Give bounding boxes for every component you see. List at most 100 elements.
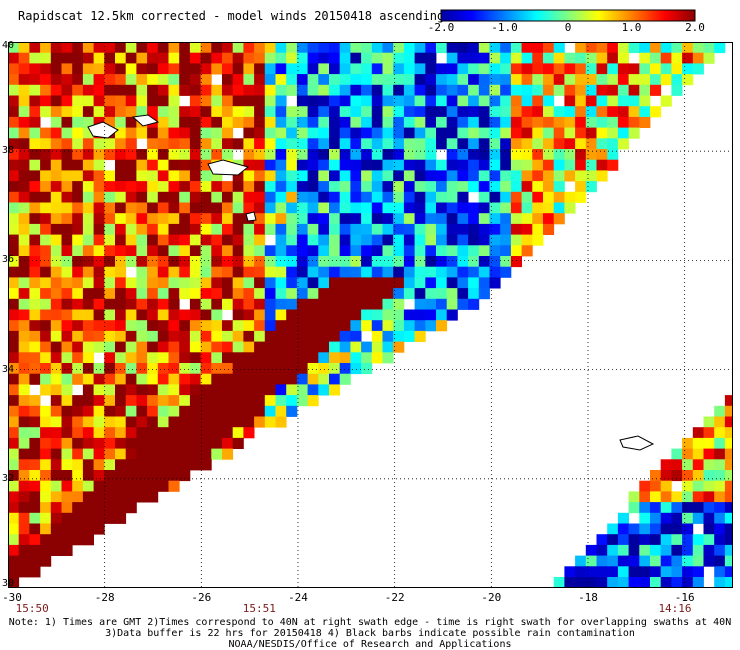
wind-cell	[660, 52, 672, 64]
wind-cell	[104, 84, 116, 96]
wind-cell	[222, 395, 234, 407]
wind-cell	[147, 309, 159, 321]
wind-cell	[61, 427, 73, 439]
wind-cell	[222, 427, 234, 439]
wind-cell	[104, 437, 116, 449]
wind-cell	[189, 373, 201, 385]
wind-cell	[179, 74, 191, 86]
wind-cell	[714, 437, 726, 449]
wind-cell	[168, 427, 180, 439]
wind-cell	[8, 127, 20, 139]
wind-cell	[18, 74, 30, 86]
wind-cell	[425, 234, 437, 246]
wind-cell	[157, 191, 169, 203]
wind-cell	[478, 234, 490, 246]
wind-cell	[275, 191, 287, 203]
wind-cell	[361, 127, 373, 139]
wind-cell	[275, 63, 287, 75]
wind-cell	[307, 223, 319, 235]
wind-cell	[50, 170, 62, 182]
wind-cell	[318, 320, 330, 332]
longitude-label: -26	[191, 591, 212, 604]
wind-cell	[147, 437, 159, 449]
wind-cell	[382, 191, 394, 203]
wind-cell	[446, 202, 458, 214]
wind-cell	[93, 320, 105, 332]
wind-cell	[393, 191, 405, 203]
wind-cell	[8, 566, 20, 578]
wind-cell	[446, 149, 458, 161]
wind-cell	[104, 480, 116, 492]
wind-cell	[200, 138, 212, 150]
wind-cell	[50, 298, 62, 310]
wind-cell	[682, 555, 694, 567]
wind-cell	[361, 52, 373, 64]
island-outline	[131, 114, 160, 127]
wind-cell	[40, 384, 52, 396]
wind-cell	[296, 159, 308, 171]
wind-cell	[307, 213, 319, 225]
wind-cell	[147, 384, 159, 396]
wind-cell	[457, 234, 469, 246]
wind-cell	[18, 159, 30, 171]
wind-cell	[521, 149, 533, 161]
wind-cell	[489, 245, 501, 257]
wind-cell	[703, 42, 715, 54]
wind-cell	[264, 159, 276, 171]
wind-cell	[275, 320, 287, 332]
wind-cell	[232, 170, 244, 182]
wind-cell	[61, 309, 73, 321]
wind-cell	[104, 202, 116, 214]
wind-cell	[724, 459, 736, 471]
wind-cell	[168, 352, 180, 364]
wind-cell	[275, 309, 287, 321]
wind-cell	[724, 544, 736, 556]
wind-cell	[489, 170, 501, 182]
wind-cell	[446, 42, 458, 54]
wind-cell	[286, 266, 298, 278]
wind-difference-map[interactable]	[7, 41, 736, 599]
wind-cell	[232, 384, 244, 396]
wind-cell	[93, 52, 105, 64]
wind-cell	[29, 363, 41, 375]
wind-cell	[639, 42, 651, 54]
wind-cell	[243, 202, 255, 214]
wind-cell	[168, 309, 180, 321]
wind-cell	[18, 256, 30, 268]
wind-cell	[8, 534, 20, 546]
wind-cell	[168, 84, 180, 96]
wind-cell	[72, 52, 84, 64]
wind-cell	[50, 74, 62, 86]
wind-cell	[61, 170, 73, 182]
wind-cell	[8, 234, 20, 246]
wind-cell	[40, 405, 52, 417]
wind-cell	[125, 363, 137, 375]
wind-cell	[478, 159, 490, 171]
wind-cell	[50, 127, 62, 139]
swath-time-label: 15:50	[15, 602, 49, 615]
wind-cell	[703, 470, 715, 482]
wind-cell	[254, 341, 266, 353]
wind-cell	[393, 202, 405, 214]
wind-cell	[157, 288, 169, 300]
wind-cell	[393, 277, 405, 289]
wind-cell	[414, 298, 426, 310]
wind-cell	[157, 373, 169, 385]
wind-cell	[18, 223, 30, 235]
wind-cell	[521, 74, 533, 86]
wind-cell	[264, 127, 276, 139]
wind-cell	[468, 95, 480, 107]
wind-cell	[29, 427, 41, 439]
wind-cell	[318, 298, 330, 310]
wind-cell	[510, 159, 522, 171]
wind-cell	[82, 213, 94, 225]
wind-cell	[457, 298, 469, 310]
wind-cell	[393, 95, 405, 107]
wind-cell	[650, 63, 662, 75]
wind-cell	[318, 266, 330, 278]
wind-cell	[18, 416, 30, 428]
wind-cell	[168, 52, 180, 64]
wind-cell	[617, 534, 629, 546]
wind-cell	[40, 448, 52, 460]
wind-cell	[403, 223, 415, 235]
